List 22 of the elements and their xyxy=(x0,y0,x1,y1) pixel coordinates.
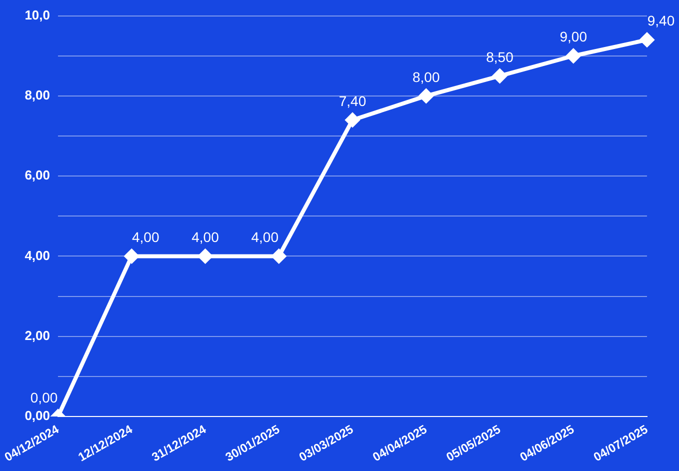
y-tick-label: 6,00 xyxy=(24,168,50,183)
y-tick-label: 2,00 xyxy=(24,328,50,343)
y-tick-label: 10,0 xyxy=(24,7,50,22)
data-label: 4,00 xyxy=(192,229,220,246)
data-label: 7,40 xyxy=(338,92,366,109)
data-label: 4,00 xyxy=(132,229,160,246)
data-label: 9,40 xyxy=(647,12,675,29)
point xyxy=(566,48,580,63)
point xyxy=(419,88,434,103)
y-tick-label: 4,00 xyxy=(24,248,50,263)
data-label: 8,50 xyxy=(486,48,514,65)
point xyxy=(124,249,139,264)
point xyxy=(272,249,286,264)
point xyxy=(492,68,507,83)
y-tick-label: 8,00 xyxy=(24,88,50,103)
point xyxy=(346,112,360,127)
y-tick-label: 0,00 xyxy=(24,408,50,424)
point xyxy=(640,32,654,47)
data-label: 9,00 xyxy=(560,28,588,45)
data-label: 4,00 xyxy=(251,229,279,246)
point xyxy=(198,249,212,264)
data-label: 8,00 xyxy=(412,68,440,85)
